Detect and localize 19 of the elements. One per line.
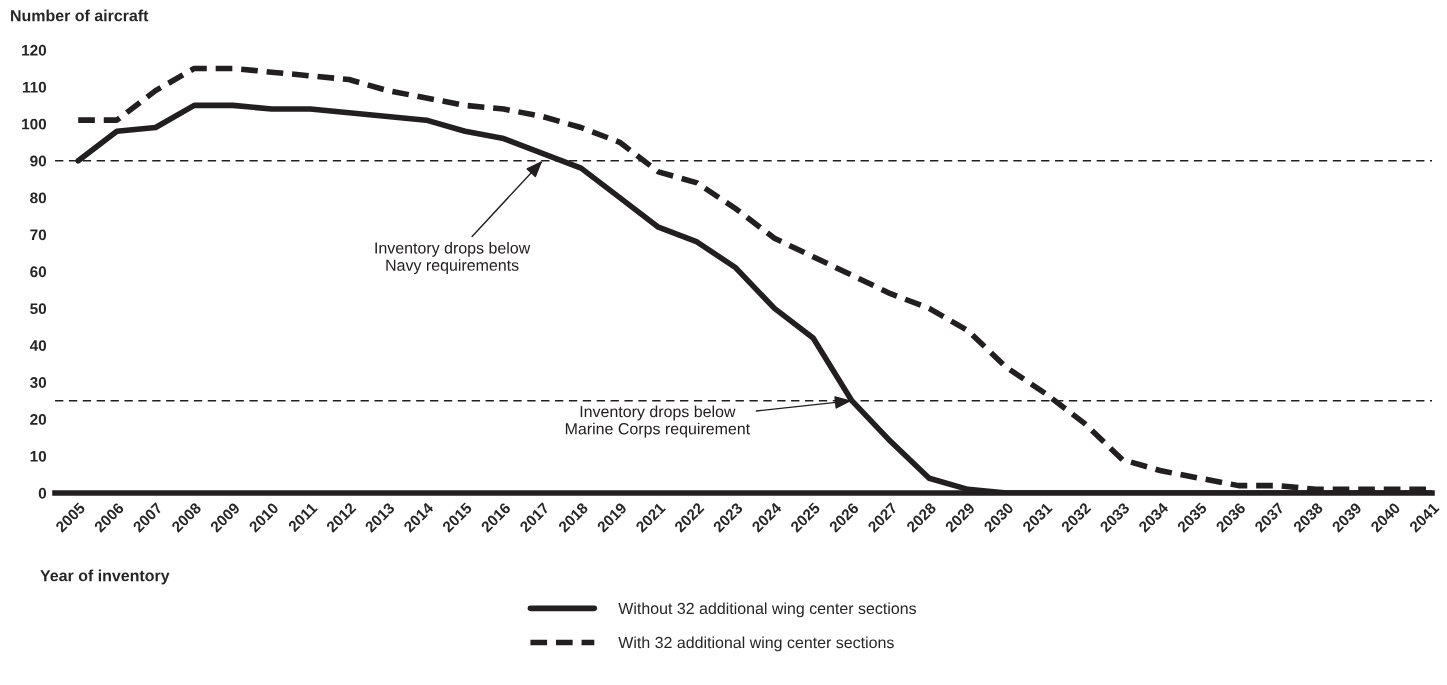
- y-tick-label: 30: [30, 377, 47, 388]
- y-tick-label: 0: [38, 487, 47, 499]
- y-tick-label: 120: [22, 44, 47, 56]
- y-tick-label: 70: [30, 229, 47, 241]
- x-axis-title: Year of inventory: [40, 569, 170, 585]
- y-tick-label: 50: [30, 303, 47, 315]
- y-tick-label: 90: [30, 155, 47, 167]
- y-tick-label: 80: [30, 192, 47, 204]
- annotation: Inventory drops below Marine Corps requirement: [565, 405, 751, 438]
- y-tick-label: 60: [30, 266, 47, 278]
- y-tick-label: 20: [30, 414, 47, 425]
- y-axis-title: Number of aircraft: [11, 9, 149, 22]
- y-tick-label: 40: [29, 340, 47, 352]
- y-tick-label: 100: [22, 118, 47, 130]
- y-tick-label: 10: [30, 450, 47, 462]
- annotation: Inventory drops below Navy requirements: [375, 241, 531, 275]
- legend-label: With 32 additional wing center sections: [618, 636, 894, 652]
- legend-label: Without 32 additional wing center sections: [618, 602, 917, 618]
- y-tick-label: 110: [22, 81, 47, 93]
